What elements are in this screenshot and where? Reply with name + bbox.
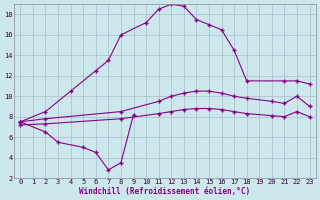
X-axis label: Windchill (Refroidissement éolien,°C): Windchill (Refroidissement éolien,°C): [79, 187, 251, 196]
